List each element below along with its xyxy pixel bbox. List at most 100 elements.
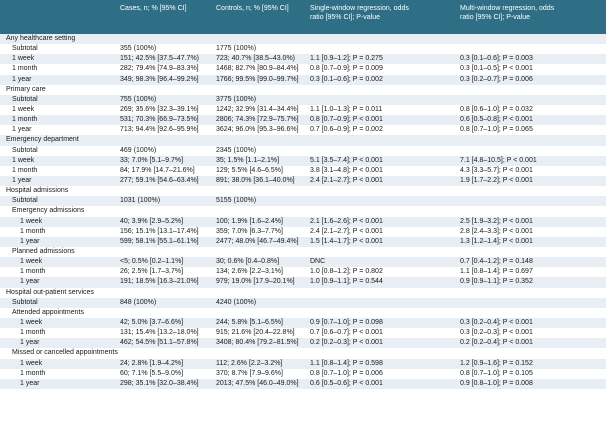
row-label: 1 year: [20, 379, 40, 387]
controls-cell: 244; 5.8% [5.1–6.5%]: [216, 318, 283, 326]
row-label: 1 week: [12, 105, 35, 113]
table-row: 1 month 156; 15.1% [13.1–17.4%] 359; 7.0% …: [0, 227, 606, 237]
table-row: Subtotal 355 (100%) 1775 (100%): [0, 44, 606, 54]
cases-cell: 531; 70.3% [66.9–73.5%]: [120, 116, 199, 124]
cases-cell: 40; 3.9% [2.9–5.2%]: [120, 217, 184, 225]
multi-window-cell: 4.3 [3.3–5.7]; P < 0.001: [460, 166, 533, 174]
cases-cell: 355 (100%): [120, 45, 157, 53]
controls-cell: 2345 (100%): [216, 146, 257, 154]
table-row: 1 year 713; 94.4% [92.6–95.9%] 3624; 96.0%…: [0, 125, 606, 135]
controls-cell: 1468; 82.7% [80.9–84.4%]: [216, 65, 299, 73]
multi-window-cell: 1.1 [0.8–1.4]; P = 0.697: [460, 268, 533, 276]
row-label: 1 month: [12, 116, 38, 124]
table-row: Subtotal 755 (100%) 3775 (100%): [0, 94, 606, 105]
row-label: 1 year: [20, 278, 40, 286]
table-row: 1 year 277; 59.1% [54.6–63.4%] 891; 38.0% …: [0, 175, 606, 187]
cases-cell: 349; 98.3% [96.4–99.2%]: [120, 75, 199, 83]
table-row: 1 month 282; 79.4% [74.9–83.3%] 1468; 82.7…: [0, 64, 606, 74]
cases-cell: 151; 42.5% [37.5–47.7%): [120, 55, 200, 63]
row-label: 1 year: [12, 176, 32, 184]
cases-cell: 24; 2.8% [1.9–4.2%]: [120, 359, 184, 367]
header-cases: Cases, n; % [95% CI]: [120, 5, 187, 12]
table-row: 1 year 298; 35.1% [32.0–38.4%] 2013; 47.5%…: [0, 378, 606, 389]
row-label: 1 year: [12, 75, 32, 83]
cases-cell: 755 (100%): [120, 95, 157, 103]
header-multi-window-line2: ratio [95% CI]; P-value: [460, 14, 531, 21]
header-single-window: Single-window regression, odds ratio [95…: [310, 4, 409, 22]
row-label: Primary care: [6, 85, 46, 93]
single-window-cell: 2.4 [2.1–2.7]; P < 0.001: [310, 176, 383, 184]
controls-cell: 370; 8.7% [7.9–9.6%]: [216, 369, 283, 377]
row-label: 1 month: [20, 369, 46, 377]
controls-cell: 129; 5.5% [4.6–6.5%]: [216, 166, 283, 174]
single-window-cell: 3.8 [3.1–4.8]; P < 0.001: [310, 166, 383, 174]
table-row: 1 year 349; 98.3% [96.4–99.2%] 1766; 99.5%…: [0, 74, 606, 85]
multi-window-cell: 7.1 [4.8–10.5]; P < 0.001: [460, 156, 537, 164]
cases-cell: 282; 79.4% [74.9–83.3%]: [120, 65, 199, 73]
table-row: Attended appointments: [0, 308, 606, 318]
row-label: 1 month: [20, 329, 46, 337]
single-window-cell: 1.5 [1.4–1.7]; P < 0.001: [310, 237, 383, 245]
single-window-cell: 2.1 [1.6–2.6]; P < 0.001: [310, 217, 383, 225]
cases-cell: 462; 54.5% [51.1–57.8%]: [120, 339, 199, 347]
row-label: Subtotal: [12, 95, 38, 103]
row-label: Subtotal: [12, 298, 38, 306]
single-window-cell: DNC: [310, 258, 326, 266]
multi-window-cell: 2.5 [1.9–3.2]; P < 0.001: [460, 217, 533, 225]
table-row: 1 year 462; 54.5% [51.1–57.8%] 3408; 80.4%…: [0, 338, 606, 349]
table-row: Subtotal 469 (100%) 2345 (100%): [0, 146, 606, 156]
single-window-cell: 0.8 [0.7–0.9]; P < 0.001: [310, 116, 383, 124]
cases-cell: 60; 7.1% [5.5–9.0%]: [120, 369, 184, 377]
controls-cell: 2806; 74.3% [72.9–75.7%]: [216, 116, 299, 124]
controls-cell: 979; 19.0% [17.9–20.1%]: [216, 278, 295, 286]
multi-window-cell: 0.8 [0.7–1.0]; P = 0.065: [460, 126, 533, 134]
row-label: 1 month: [12, 166, 38, 174]
row-label: Any healthcare setting: [6, 35, 76, 42]
table-row: Subtotal 848 (100%) 4240 (100%): [0, 297, 606, 308]
controls-cell: 112; 2.6% [2.2–3.2%]: [216, 359, 283, 367]
cases-cell: 469 (100%): [120, 146, 157, 154]
table-row: Hospital out-patient services: [0, 288, 606, 298]
controls-cell: 723; 40.7% [38.5–43.0%): [216, 55, 296, 63]
header-multi-window: Multi-window regression, odds ratio [95%…: [460, 4, 554, 22]
table-row: Planned admissions: [0, 247, 606, 257]
controls-cell: 30; 0.6% [0.4–0.8%]: [216, 258, 280, 266]
row-label: 1 week: [20, 258, 43, 266]
cases-cell: 33; 7.0% [5.1–9.7%]: [120, 156, 184, 164]
table-row: 1 week 33; 7.0% [5.1–9.7%] 35; 1.5% [1.1–2…: [0, 155, 606, 166]
table-row: Any healthcare setting: [0, 34, 606, 45]
table-row: Subtotal 1031 (100%) 5155 (100%): [0, 196, 606, 207]
table-row: 1 year 599; 58.1% [55.1–61.1%] 2477; 48.0%…: [0, 236, 606, 247]
multi-window-cell: 0.9 [0.8–1.0]; P = 0.008: [460, 379, 533, 387]
controls-cell: 100; 1.9% [1.6–2.4%]: [216, 217, 283, 225]
row-label: Attended appointments: [12, 308, 84, 316]
header-single-window-line1: Single-window regression, odds: [310, 5, 409, 12]
cases-cell: 1031 (100%): [120, 197, 161, 205]
single-window-cell: 1.0 [0.9–1.1]; P = 0.544: [310, 278, 383, 286]
table-header: Cases, n; % [95% CI] Controls, n; % [95%…: [0, 0, 606, 34]
table-row: 1 month 531; 70.3% [66.9–73.5%] 2806; 74.3…: [0, 115, 606, 126]
cases-cell: 269; 35.6% [32.3–39.1%]: [120, 105, 199, 113]
single-window-cell: 2.4 [2.1–2.7]; P < 0.001: [310, 227, 383, 235]
row-label: 1 month: [20, 268, 46, 276]
table-row: Emergency department: [0, 135, 606, 146]
row-label: 1 year: [20, 339, 40, 347]
controls-cell: 3775 (100%): [216, 95, 257, 103]
header-single-window-line2: ratio [95% CI]; P-value: [310, 14, 381, 21]
single-window-cell: 0.3 [0.1–0.6]; P = 0.002: [310, 75, 383, 83]
single-window-cell: 1.1 [0.8–1.4]; P = 0.598: [310, 359, 383, 367]
controls-cell: 3408; 80.4% [79.2–81.5%]: [216, 339, 299, 347]
row-label: 1 year: [12, 126, 32, 134]
cases-cell: 848 (100%): [120, 298, 157, 306]
multi-window-cell: 0.8 [0.7–1.0]; P = 0.105: [460, 369, 533, 377]
multi-window-cell: 0.7 [0.4–1.2]; P = 0.148: [460, 258, 533, 266]
cases-cell: 42; 5.0% [3.7–6.6%]: [120, 318, 184, 326]
multi-window-cell: 0.3 [0.2–0.4]; P < 0.001: [460, 318, 533, 326]
controls-cell: 134; 2.6% [2.2–3.1%]: [216, 268, 283, 276]
row-label: Planned admissions: [12, 247, 75, 255]
single-window-cell: 5.1 [3.5–7.4]; P < 0.001: [310, 156, 383, 164]
table-row: 1 week 269; 35.6% [32.3–39.1%] 1242; 32.9%…: [0, 105, 606, 115]
table-row: 1 week 151; 42.5% [37.5–47.7%) 723; 40.7% …: [0, 54, 606, 65]
single-window-cell: 1.1 [1.0–1.3]; P = 0.011: [310, 105, 383, 113]
cases-cell: 191; 18.5% [16.3–21.0%]: [120, 278, 199, 286]
